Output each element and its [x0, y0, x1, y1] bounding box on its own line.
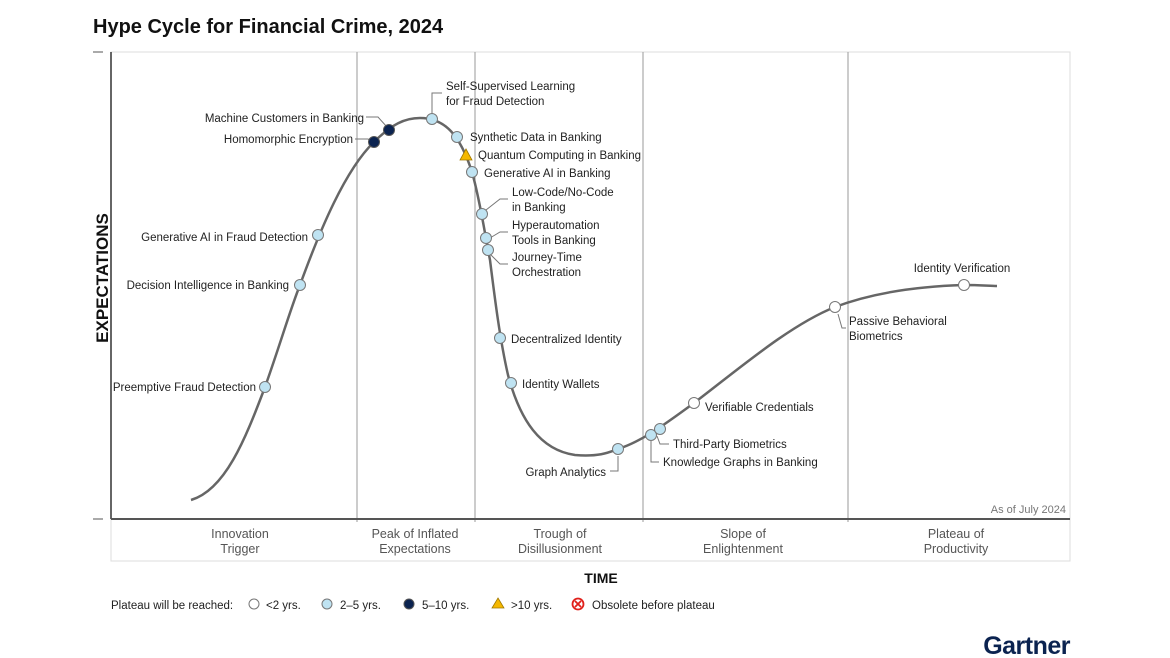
- label-journey-time: Journey-Time Orchestration: [512, 252, 582, 279]
- marker-identity-wallets[interactable]: [505, 377, 517, 389]
- marker-genai-banking[interactable]: [466, 166, 478, 178]
- phase-dividers: [356, 52, 849, 522]
- legend-gt10: >10 yrs.: [511, 600, 552, 612]
- plot-frame: [110, 51, 1071, 562]
- technology-markers: [259, 113, 970, 455]
- label-machine-customers: Machine Customers in Banking: [205, 113, 364, 125]
- marker-self-supervised-learning[interactable]: [426, 113, 438, 125]
- y-axis-label: EXPECTATIONS: [93, 213, 112, 343]
- marker-decentralized-identity[interactable]: [494, 332, 506, 344]
- phase-innovation-trigger: Innovation Trigger: [211, 527, 269, 556]
- label-decentralized-identity: Decentralized Identity: [511, 334, 622, 346]
- marker-synthetic-data[interactable]: [451, 131, 463, 143]
- label-low-code: Low-Code/No-Code in Banking: [512, 187, 614, 214]
- x-axis-label: TIME: [584, 570, 617, 586]
- phase-peak: Peak of Inflated Expectations: [372, 527, 459, 556]
- legend-obsolete: Obsolete before plateau: [592, 600, 715, 612]
- phase-slope: Slope of Enlightenment: [703, 527, 783, 556]
- marker-hyperautomation[interactable]: [480, 232, 492, 244]
- label-quantum-computing: Quantum Computing in Banking: [478, 150, 641, 162]
- label-self-supervised-learning: Self-Supervised Learning for Fraud Detect…: [446, 81, 575, 108]
- marker-genai-fraud-detection[interactable]: [312, 229, 324, 241]
- legend-obsolete-icon: [571, 597, 585, 611]
- legend-gt10-icon: [491, 597, 505, 609]
- label-preemptive-fraud-detection: Preemptive Fraud Detection: [113, 382, 256, 394]
- marker-identity-verification[interactable]: [958, 279, 970, 291]
- marker-passive-behavioral-biometrics[interactable]: [829, 301, 841, 313]
- chart-title: Hype Cycle for Financial Crime, 2024: [93, 16, 444, 38]
- marker-third-party-biometrics[interactable]: [654, 423, 666, 435]
- legend-5-10-icon: [403, 598, 415, 610]
- marker-knowledge-graphs[interactable]: [645, 429, 657, 441]
- label-graph-analytics: Graph Analytics: [525, 467, 606, 479]
- label-homomorphic-encryption: Homomorphic Encryption: [224, 134, 353, 146]
- label-third-party-biometrics: Third-Party Biometrics: [673, 439, 787, 451]
- label-identity-verification: Identity Verification: [914, 263, 1011, 275]
- as-of-date: As of July 2024: [991, 504, 1066, 516]
- marker-graph-analytics[interactable]: [612, 443, 624, 455]
- marker-quantum-computing[interactable]: [459, 148, 473, 161]
- marker-preemptive-fraud-detection[interactable]: [259, 381, 271, 393]
- technology-labels: Preemptive Fraud Detection Decision Inte…: [113, 81, 1010, 479]
- legend-5-10: 5–10 yrs.: [422, 600, 469, 612]
- legend-lt2: <2 yrs.: [266, 600, 301, 612]
- legend-2-5-icon: [321, 598, 333, 610]
- label-verifiable-credentials: Verifiable Credentials: [705, 402, 814, 414]
- marker-decision-intelligence[interactable]: [294, 279, 306, 291]
- phase-plateau: Plateau of Productivity: [924, 527, 989, 556]
- phase-trough: Trough of Disillusionment: [518, 527, 603, 556]
- legend-2-5: 2–5 yrs.: [340, 600, 381, 612]
- leader-lines: [355, 92, 846, 472]
- legend-title: Plateau will be reached:: [111, 600, 233, 612]
- label-identity-wallets: Identity Wallets: [522, 379, 600, 391]
- label-hyperautomation: Hyperautomation Tools in Banking: [512, 220, 600, 247]
- label-passive-behavioral-biometrics: Passive Behavioral Biometrics: [849, 316, 947, 343]
- label-synthetic-data: Synthetic Data in Banking: [470, 132, 602, 144]
- gartner-logo: Gartner: [983, 632, 1071, 658]
- label-genai-fraud-detection: Generative AI in Fraud Detection: [141, 232, 308, 244]
- marker-journey-time[interactable]: [482, 244, 494, 256]
- marker-verifiable-credentials[interactable]: [688, 397, 700, 409]
- phase-labels: Innovation Trigger Peak of Inflated Expect…: [211, 527, 989, 556]
- marker-machine-customers[interactable]: [383, 124, 395, 136]
- label-decision-intelligence: Decision Intelligence in Banking: [127, 280, 289, 292]
- label-knowledge-graphs: Knowledge Graphs in Banking: [663, 457, 818, 469]
- legend-lt2-icon: [248, 598, 260, 610]
- marker-low-code[interactable]: [476, 208, 488, 220]
- marker-homomorphic-encryption[interactable]: [368, 136, 380, 148]
- label-genai-banking: Generative AI in Banking: [484, 168, 611, 180]
- legend: Plateau will be reached: <2 yrs. 2–5 yrs…: [111, 597, 715, 612]
